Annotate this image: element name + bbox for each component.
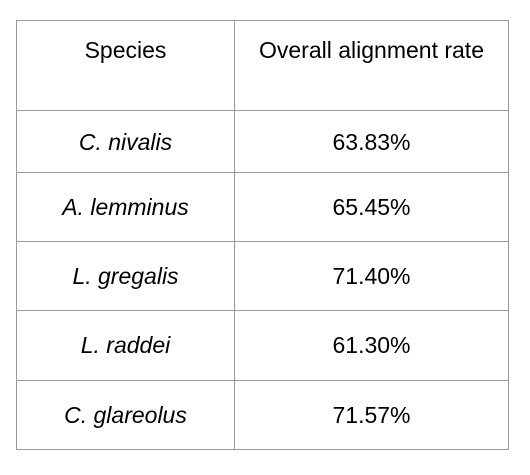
rate-cell: 65.45% bbox=[234, 171, 509, 243]
species-cell: L. raddei bbox=[16, 310, 235, 381]
rate-cell: 71.40% bbox=[234, 240, 509, 312]
species-cell: C. glareolus bbox=[16, 379, 235, 451]
table-row: C. nivalis 63.83% bbox=[16, 110, 509, 173]
header-species: Species bbox=[16, 19, 235, 112]
species-cell: A. lemminus bbox=[16, 171, 235, 243]
rate-cell: 63.83% bbox=[234, 110, 509, 173]
header-overall-alignment-rate: Overall alignment rate bbox=[234, 19, 509, 112]
table-row: A. lemminus 65.45% bbox=[16, 171, 509, 243]
table-row: C. glareolus 71.57% bbox=[16, 379, 509, 451]
table-row: L. raddei 61.30% bbox=[16, 310, 509, 381]
header-row: Species Overall alignment rate bbox=[16, 19, 509, 112]
rate-cell: 61.30% bbox=[234, 310, 509, 381]
species-cell: L. gregalis bbox=[16, 240, 235, 312]
alignment-table: Species Overall alignment rate C. nivali… bbox=[16, 19, 509, 451]
table-row: L. gregalis 71.40% bbox=[16, 240, 509, 312]
rate-cell: 71.57% bbox=[234, 379, 509, 451]
species-cell: C. nivalis bbox=[16, 110, 235, 173]
